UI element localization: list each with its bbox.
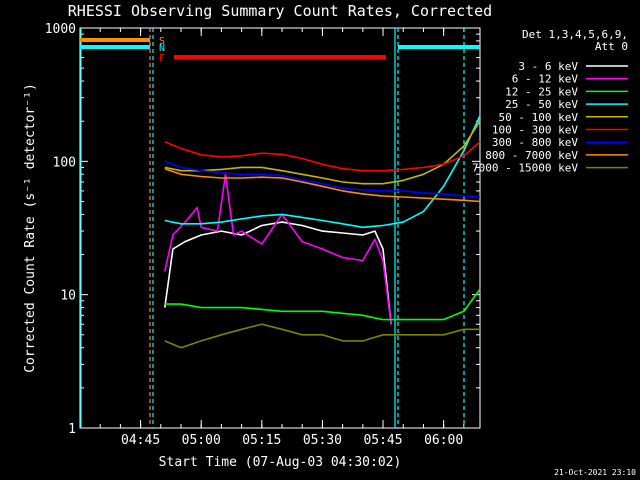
x-tick-label: 06:00 [424, 433, 463, 448]
series-line-3 [164, 115, 481, 229]
attenuator-markers [80, 28, 465, 428]
series-line-2 [164, 288, 481, 321]
legend-header-line-1: Det 1,3,4,5,6,9, [522, 28, 628, 41]
plot-frame [79, 27, 481, 429]
flag-label-s: S [159, 36, 165, 47]
legend-entry-label: 6 - 12 keV [512, 73, 579, 86]
series-line-5 [164, 141, 481, 172]
data-series-group [164, 115, 481, 349]
flag-bars: SNF [80, 36, 480, 64]
legend-entry-label: 800 - 7000 keV [485, 149, 578, 162]
y-tick-label: 100 [53, 155, 76, 170]
x-tick-label: 05:15 [242, 433, 281, 448]
legend-header-line-2: Att 0 [595, 40, 628, 53]
y-tick-label: 1 [68, 422, 76, 437]
series-line-8 [164, 323, 480, 349]
chart-title: RHESSI Observing Summary Count Rates, Co… [68, 2, 492, 20]
series-line-1 [164, 173, 392, 325]
y-tick-label: 10 [60, 289, 76, 304]
plot-timestamp: 21-Oct-2021 23:10 [554, 468, 636, 477]
series-line-4 [164, 120, 481, 185]
series-line-7 [164, 167, 481, 203]
legend-entry-label: 300 - 800 keV [492, 136, 578, 149]
y-axis-label: Corrected Count Rate (s⁻¹ detector⁻¹) [23, 83, 38, 373]
x-tick-label: 05:30 [303, 433, 342, 448]
x-axis-label: Start Time (07-Aug-03 04:30:02) [159, 455, 402, 470]
legend-entry-label: 7000 - 15000 keV [472, 162, 578, 175]
y-tick-label: 1000 [45, 22, 76, 37]
legend-entry-label: 3 - 6 keV [518, 60, 578, 73]
legend-entry-label: 50 - 100 keV [499, 111, 579, 124]
x-axis-ticks: 04:45 05:00 05:15 05:30 05:45 06:00 [79, 28, 465, 448]
x-tick-label: 05:00 [182, 433, 221, 448]
series-line-6 [164, 160, 481, 198]
flag-label-f: F [159, 53, 165, 64]
legend-entry-label: 12 - 25 keV [505, 85, 578, 98]
flag-label-n: N [159, 43, 165, 54]
plot-area: 1 10 100 1000 04:45 05:00 05:15 05:30 05:45 06:0… [45, 22, 481, 448]
x-tick-label: 04:45 [121, 433, 160, 448]
series-line-0 [164, 221, 392, 325]
legend-entry-label: 25 - 50 keV [505, 98, 578, 111]
legend-entry-label: 100 - 300 keV [492, 124, 578, 137]
x-tick-label: 05:45 [363, 433, 402, 448]
